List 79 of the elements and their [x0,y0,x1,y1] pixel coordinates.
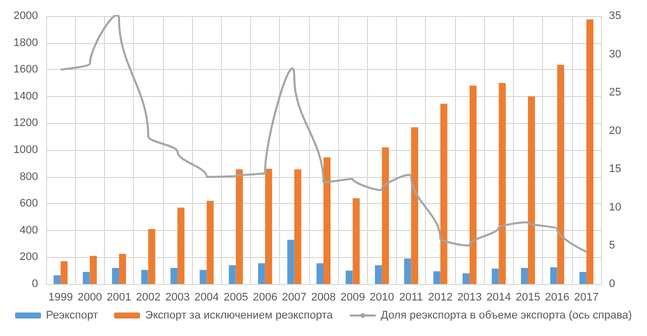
bar [236,169,243,284]
bar [148,229,156,284]
bar [470,86,477,284]
bar [492,268,499,284]
bar [433,271,440,284]
bar [294,169,302,284]
bar [374,265,382,284]
y-tick-label: 1800 [14,36,38,49]
bar [265,168,272,284]
bar [54,275,61,284]
x-tick-label: 2009 [340,292,365,304]
legend-label: Реэкспорт [46,310,98,322]
y-tick-label: 1400 [14,90,38,102]
bar [411,127,418,284]
bar [177,208,184,284]
x-tick-label: 2008 [311,292,336,304]
y-tick-label: 400 [20,224,38,236]
y-tick-label: 0 [32,278,38,290]
bar [112,268,120,284]
bar [586,19,594,284]
x-tick-label: 2002 [136,292,160,304]
bar [200,270,207,284]
x-tick-label: 2017 [574,292,599,304]
bar [498,83,506,284]
y-tick-label: 600 [20,198,38,210]
y-tick-label: 1000 [14,144,38,156]
bar [404,258,412,284]
x-tick-label: 1999 [48,292,73,304]
bar [90,256,97,284]
bar [520,268,528,284]
bar [579,272,586,284]
y2-tick-label: 5 [609,240,616,252]
bar [258,263,266,284]
y-tick-label: 1200 [14,117,38,130]
bar [82,272,90,284]
legend-label: Доля реэкспорта в объеме экспорта (ось справа) [380,310,632,322]
y-tick-label: 1600 [14,64,38,76]
y2-tick-label: 10 [609,201,622,214]
bar [346,270,353,284]
bar [287,240,294,284]
x-tick-label: 2011 [399,292,423,304]
bar [170,268,178,284]
x-tick-label: 2016 [544,292,570,304]
bar [382,147,389,284]
bar [228,265,236,284]
bar [141,270,148,284]
y-tick-label: 200 [20,251,38,264]
bar [440,104,448,284]
bar [557,64,564,284]
x-tick-label: 2015 [516,292,540,304]
y-tick-label: 2000 [14,10,38,22]
x-tick-label: 2001 [106,292,132,304]
x-tick-label: 2010 [370,292,394,304]
legend-label: Экспорт за исключением реэкспорта [145,310,334,322]
x-tick-label: 2000 [78,292,102,304]
bar [528,96,535,284]
x-tick-label: 2005 [224,292,248,304]
bar [316,263,324,284]
x-tick-label: 2014 [486,292,512,304]
y2-tick-label: 35 [609,10,622,22]
y2-tick-label: 15 [609,163,622,176]
x-tick-label: 2012 [428,292,453,304]
y2-tick-label: 30 [609,48,622,60]
y-tick-label: 800 [20,170,38,183]
bar [119,254,126,284]
bar [324,157,330,284]
y2-tick-label: 25 [609,86,622,99]
bar [352,198,360,284]
x-tick-label: 2013 [457,292,482,304]
bar [550,267,558,284]
x-tick-label: 2003 [165,292,190,304]
y2-tick-label: 20 [609,124,622,137]
bar [60,261,68,284]
x-tick-label: 2007 [282,292,307,304]
x-tick-label: 2006 [252,292,278,304]
y2-tick-label: 0 [609,278,616,290]
bar [206,200,214,284]
bar [462,273,470,284]
x-tick-label: 2004 [194,292,219,304]
